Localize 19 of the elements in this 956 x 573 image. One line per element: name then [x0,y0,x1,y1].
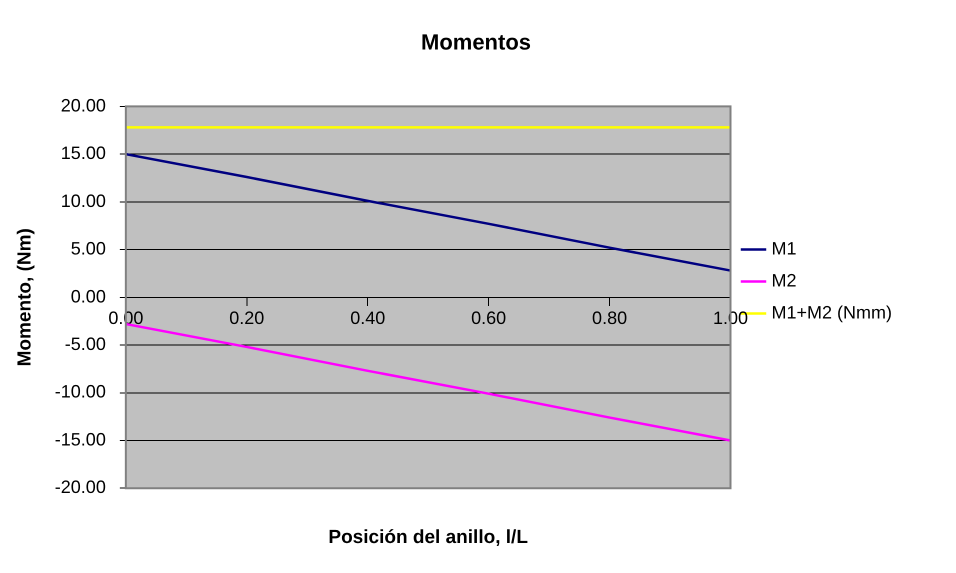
x-tick-label: 0.20 [229,308,264,328]
y-tick-label: 5.00 [70,238,106,259]
y-tick-label: 0.00 [70,286,106,306]
legend-label: M1+M2 (Nmm) [772,302,892,322]
y-tick-label: 20.00 [60,95,106,116]
y-axis-title: Momento, (Nm) [14,228,36,366]
x-axis-title: Posición del anillo, l/L [328,526,528,548]
x-tick-label: 0.40 [350,308,386,328]
x-tick-label: 0.60 [471,308,506,328]
legend-label: M2 [772,270,797,290]
chart-title: Momentos [421,29,531,54]
y-tick-label: -20.00 [54,477,106,498]
y-tick-label: -10.00 [54,382,106,402]
x-tick-label: 0.80 [592,308,628,328]
y-tick-label: -5.00 [64,334,106,354]
legend-label: M1 [772,238,797,258]
y-tick-label: 10.00 [60,190,106,211]
y-tick-label: -15.00 [54,429,106,450]
y-tick-label: 15.00 [60,143,106,164]
